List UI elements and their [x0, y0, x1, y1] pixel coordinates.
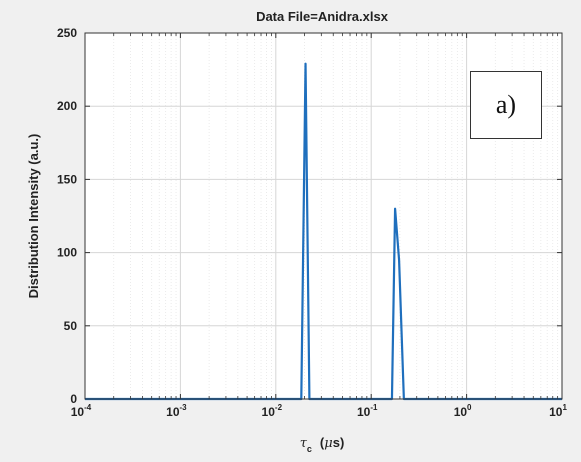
x-axis-unit-mu: μ	[324, 436, 332, 451]
x-axis-symbol: τ	[300, 436, 308, 451]
x-tick-label: 101	[549, 403, 567, 419]
x-axis-label: τc (μs)	[300, 435, 345, 454]
annotation-label: a)	[470, 71, 542, 139]
x-tick-label: 10-2	[262, 403, 283, 419]
y-axis-label: Distribution Intensity (a.u.)	[26, 134, 41, 299]
y-tick-label: 150	[57, 172, 77, 186]
x-tick-label: 10-3	[166, 403, 187, 419]
plot-frame	[84, 32, 563, 400]
axis-ticks	[84, 32, 563, 400]
grid-lines	[85, 33, 562, 399]
x-axis-subscript: c	[307, 444, 312, 454]
x-tick-labels: 10-4 10-3 10-2 10-1 100 101	[71, 403, 568, 419]
y-tick-label: 200	[57, 99, 77, 113]
y-tick-label: 250	[57, 26, 77, 40]
y-tick-label: 0	[70, 392, 77, 406]
chart-title: Data File=Anidra.xlsx	[256, 9, 389, 24]
x-tick-label: 10-4	[71, 403, 92, 419]
x-tick-label: 10-1	[357, 403, 378, 419]
y-tick-label: 50	[64, 319, 78, 333]
y-tick-labels: 0 50 100 150 200 250	[57, 26, 77, 406]
x-tick-label: 100	[454, 403, 472, 419]
y-tick-label: 100	[57, 246, 77, 260]
x-axis-unit-open: (	[320, 435, 325, 450]
x-axis-unit-rest: s)	[333, 435, 345, 450]
